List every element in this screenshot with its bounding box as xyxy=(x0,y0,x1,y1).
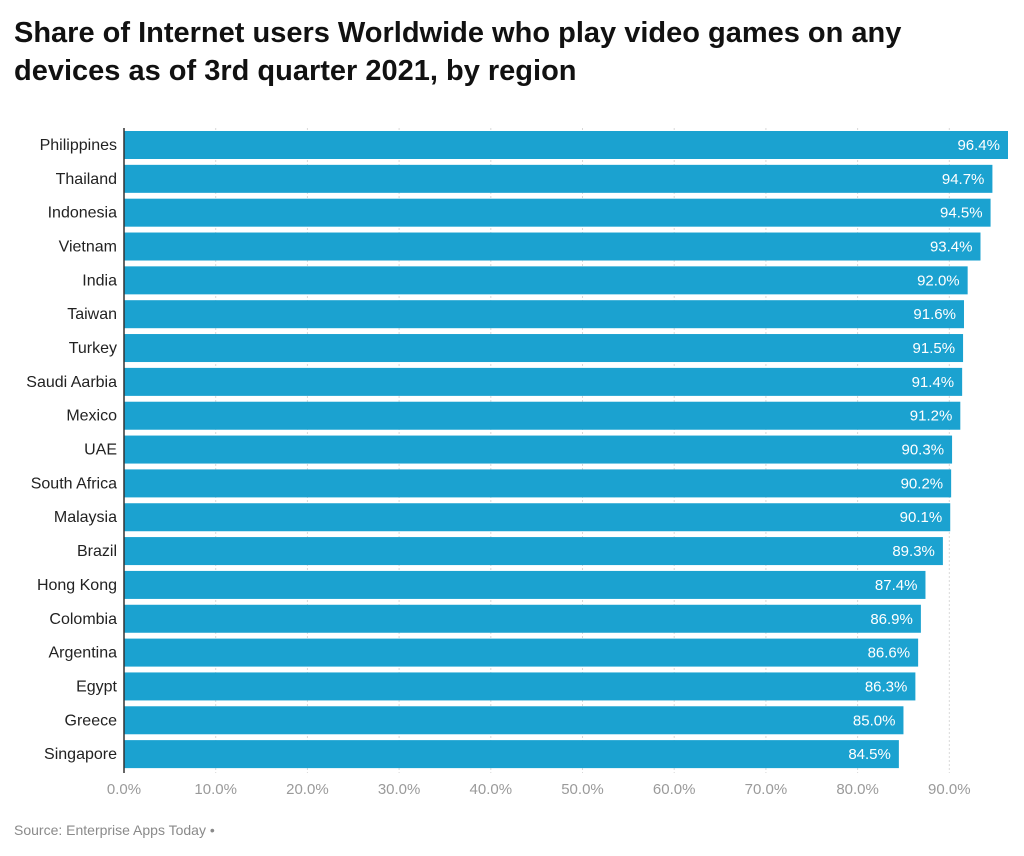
bar xyxy=(124,537,943,566)
value-label: 90.3% xyxy=(902,442,945,459)
bar xyxy=(124,503,951,532)
x-tick-label: 90.0% xyxy=(928,781,971,798)
x-tick-label: 70.0% xyxy=(745,781,788,798)
bar xyxy=(124,164,993,193)
bar xyxy=(124,672,916,701)
bar xyxy=(124,469,952,498)
category-label: Colombia xyxy=(49,611,117,628)
category-label: Philippines xyxy=(40,137,117,154)
x-tick-label: 30.0% xyxy=(378,781,421,798)
source-note: Source: Enterprise Apps Today • xyxy=(14,822,215,838)
category-label: Greece xyxy=(65,712,118,729)
bar xyxy=(124,300,964,329)
category-label: Singapore xyxy=(44,746,117,763)
bar xyxy=(124,334,964,363)
chart-title: Share of Internet users Worldwide who pl… xyxy=(14,17,902,87)
category-label: Vietnam xyxy=(59,239,117,256)
value-label: 86.3% xyxy=(865,678,908,695)
category-label: India xyxy=(82,272,117,289)
category-label: Brazil xyxy=(77,543,117,560)
x-tick-label: 20.0% xyxy=(286,781,329,798)
category-label: South Africa xyxy=(31,475,117,492)
value-label: 94.7% xyxy=(942,171,985,188)
value-label: 94.5% xyxy=(940,205,983,222)
value-label: 96.4% xyxy=(957,137,1000,154)
bar xyxy=(124,740,899,769)
x-tick-label: 0.0% xyxy=(107,781,141,798)
bar xyxy=(124,198,991,227)
bar xyxy=(124,266,968,295)
category-label: Hong Kong xyxy=(37,577,117,594)
bar xyxy=(124,401,961,430)
x-tick-label: 40.0% xyxy=(470,781,513,798)
value-label: 91.5% xyxy=(913,340,956,357)
value-label: 87.4% xyxy=(875,577,918,594)
axes: 0.0% 10.0% 20.0% 30.0% 40.0% 50.0% 60.0% 70.0% 8… xyxy=(26,128,971,798)
category-label: Taiwan xyxy=(67,306,117,323)
value-label: 91.6% xyxy=(913,306,956,323)
x-tick-label: 10.0% xyxy=(194,781,237,798)
bar xyxy=(124,367,963,396)
value-label: 86.9% xyxy=(870,611,913,628)
value-label: 85.0% xyxy=(853,712,896,729)
value-label: 89.3% xyxy=(892,543,935,560)
bar xyxy=(124,131,1008,159)
bar xyxy=(124,435,953,464)
category-label: Mexico xyxy=(66,408,117,425)
bar xyxy=(124,638,919,667)
value-label: 90.2% xyxy=(901,475,944,492)
value-label: 92.0% xyxy=(917,272,960,289)
category-label: Argentina xyxy=(49,645,118,662)
bar xyxy=(124,232,981,261)
value-label: 86.6% xyxy=(868,645,911,662)
value-label: 84.5% xyxy=(848,746,891,763)
category-label: Indonesia xyxy=(48,205,117,222)
category-label: Thailand xyxy=(56,171,117,188)
category-label: Turkey xyxy=(69,340,117,357)
category-label: UAE xyxy=(84,442,117,459)
bar xyxy=(124,604,921,633)
x-tick-label: 60.0% xyxy=(653,781,696,798)
category-label: Malaysia xyxy=(54,509,117,526)
bars: 96.4% 94.7% 94.5% 93.4% 92.0% 91.6% 91.5% 91.4%… xyxy=(124,131,1008,769)
value-label: 90.1% xyxy=(900,509,943,526)
bar xyxy=(124,706,904,735)
category-label: Egypt xyxy=(76,678,117,695)
value-label: 93.4% xyxy=(930,239,973,256)
value-label: 91.2% xyxy=(910,408,953,425)
x-tick-label: 80.0% xyxy=(836,781,879,798)
bar xyxy=(124,570,926,599)
category-label: Saudi Aarbia xyxy=(26,374,117,391)
x-tick-label: 50.0% xyxy=(561,781,604,798)
value-label: 91.4% xyxy=(912,374,955,391)
